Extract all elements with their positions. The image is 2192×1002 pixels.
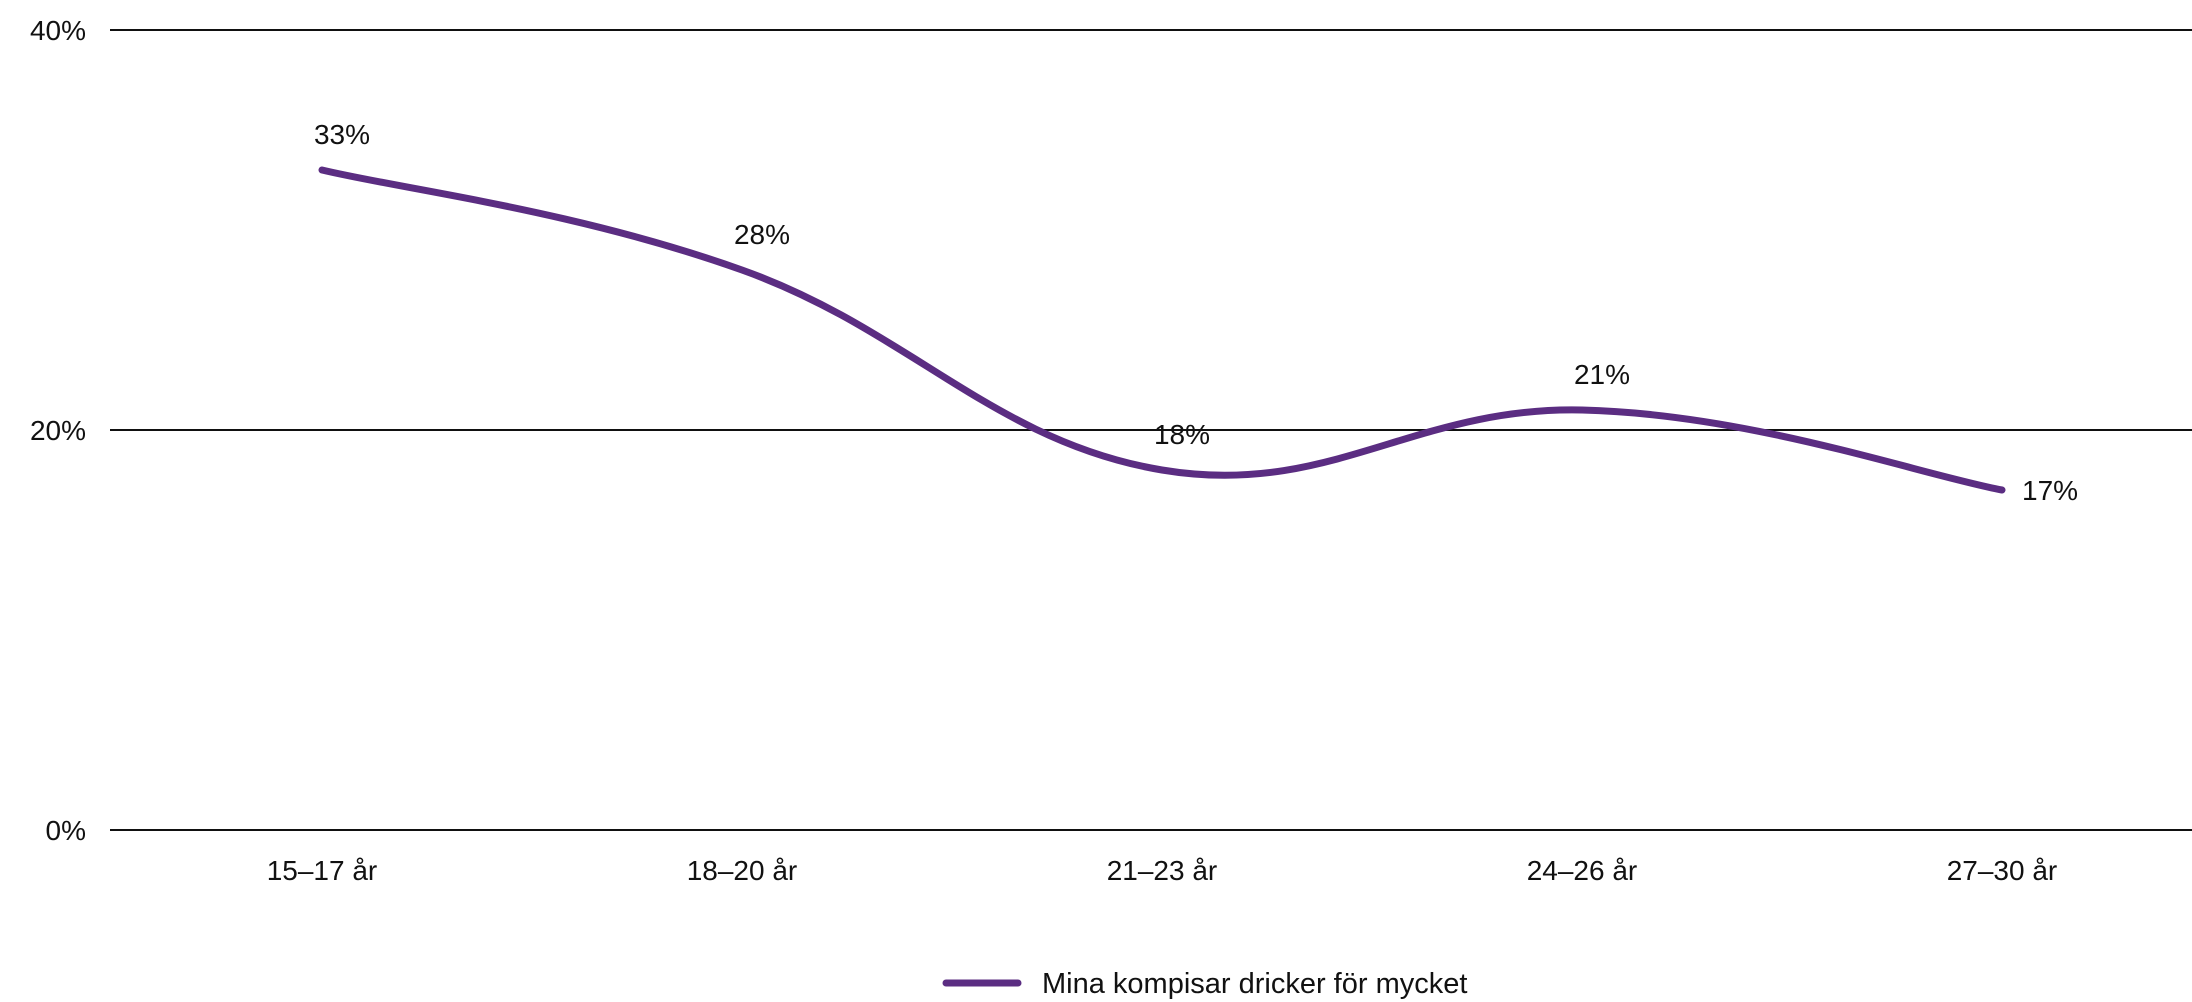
gridlines — [110, 29, 2192, 831]
legend-label: Mina kompisar dricker för mycket — [1042, 968, 1467, 1000]
series-lines — [318, 166, 2006, 494]
data-label: 28% — [734, 219, 790, 250]
x-tick-label: 24–26 år — [1527, 855, 1638, 886]
data-labels: 33% 28% 18% 21% 17% — [314, 119, 2078, 506]
x-axis-tick-labels: 15–17 år 18–20 år 21–23 år 24–26 år 27–30 år — [267, 855, 2058, 886]
data-label: 18% — [1154, 419, 1210, 450]
data-label: 33% — [314, 119, 370, 150]
y-axis-tick-labels: 0% 20% 40% — [30, 15, 86, 846]
y-tick-label: 40% — [30, 15, 86, 46]
x-tick-label: 27–30 år — [1947, 855, 2058, 886]
data-label: 17% — [2022, 475, 2078, 506]
y-tick-label: 20% — [30, 415, 86, 446]
y-tick-label: 0% — [46, 815, 86, 846]
x-tick-label: 15–17 år — [267, 855, 378, 886]
legend: Mina kompisar dricker för mycket — [942, 968, 1467, 1000]
series-line — [318, 166, 2006, 494]
x-tick-label: 21–23 år — [1107, 855, 1218, 886]
data-label: 21% — [1574, 359, 1630, 390]
x-tick-label: 18–20 år — [687, 855, 798, 886]
